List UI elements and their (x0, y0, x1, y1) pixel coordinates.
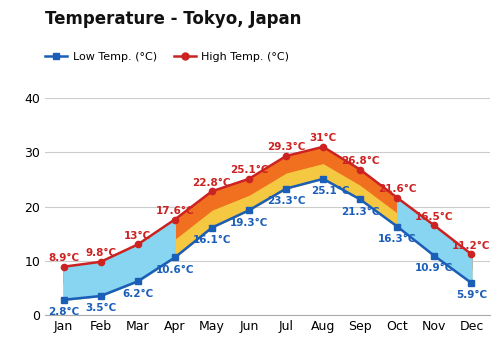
High Temp. (°C) (246, 177, 252, 181)
High Temp. (°C) (98, 260, 103, 264)
Text: 16.5°C: 16.5°C (415, 212, 454, 222)
Text: 23.3°C: 23.3°C (267, 196, 306, 206)
Text: 10.6°C: 10.6°C (156, 265, 194, 275)
Text: 26.8°C: 26.8°C (341, 156, 380, 166)
High Temp. (°C) (394, 196, 400, 200)
Low Temp. (°C) (357, 197, 363, 202)
Text: 6.2°C: 6.2°C (122, 289, 154, 299)
Low Temp. (°C) (209, 225, 215, 230)
Text: 31°C: 31°C (310, 133, 337, 143)
Text: 19.3°C: 19.3°C (230, 218, 268, 228)
Low Temp. (°C) (432, 254, 438, 258)
Text: 22.8°C: 22.8°C (192, 178, 231, 188)
Text: 2.8°C: 2.8°C (48, 307, 79, 317)
Text: 11.2°C: 11.2°C (452, 241, 490, 251)
Low Temp. (°C) (134, 279, 140, 284)
High Temp. (°C) (172, 217, 178, 222)
High Temp. (°C) (60, 265, 66, 269)
Low Temp. (°C) (468, 281, 474, 285)
Text: 21.3°C: 21.3°C (341, 207, 380, 217)
Text: 21.6°C: 21.6°C (378, 184, 416, 194)
Text: 5.9°C: 5.9°C (456, 290, 487, 300)
Text: 25.1°C: 25.1°C (230, 165, 268, 175)
Low Temp. (°C) (394, 224, 400, 229)
High Temp. (°C) (320, 145, 326, 149)
Text: 25.1°C: 25.1°C (311, 186, 350, 196)
Low Temp. (°C) (60, 298, 66, 302)
High Temp. (°C) (432, 223, 438, 228)
High Temp. (°C) (283, 154, 289, 158)
Low Temp. (°C) (246, 208, 252, 212)
Text: 29.3°C: 29.3°C (267, 142, 305, 153)
Text: 10.9°C: 10.9°C (415, 263, 454, 273)
High Temp. (°C) (134, 242, 140, 246)
Low Temp. (°C) (283, 187, 289, 191)
Low Temp. (°C) (98, 294, 103, 298)
Low Temp. (°C) (320, 177, 326, 181)
Legend: Low Temp. (°C), High Temp. (°C): Low Temp. (°C), High Temp. (°C) (40, 48, 294, 66)
High Temp. (°C) (209, 189, 215, 194)
High Temp. (°C) (468, 252, 474, 256)
Text: Temperature - Tokyo, Japan: Temperature - Tokyo, Japan (45, 10, 302, 28)
Line: High Temp. (°C): High Temp. (°C) (60, 144, 474, 270)
Text: 16.1°C: 16.1°C (192, 235, 231, 245)
High Temp. (°C) (357, 168, 363, 172)
Text: 13°C: 13°C (124, 231, 152, 241)
Text: 3.5°C: 3.5°C (85, 303, 116, 313)
Line: Low Temp. (°C): Low Temp. (°C) (60, 176, 474, 303)
Text: 17.6°C: 17.6°C (156, 206, 194, 216)
Text: 9.8°C: 9.8°C (85, 248, 116, 258)
Text: 16.3°C: 16.3°C (378, 234, 416, 244)
Low Temp. (°C) (172, 256, 178, 260)
Text: 8.9°C: 8.9°C (48, 253, 79, 263)
